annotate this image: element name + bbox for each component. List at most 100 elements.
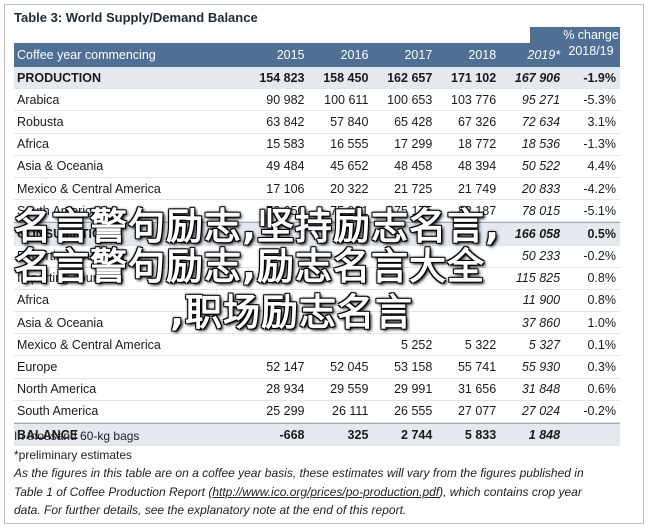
cell-pct-change: 0.5% [587, 226, 616, 241]
cell-value: 18 772 [457, 137, 497, 152]
cell-value: 154 823 [259, 70, 305, 85]
cell-pct-change: -1.3% [583, 137, 616, 152]
prelim-note: *preliminary estimates [14, 447, 133, 462]
cell-value: 45 652 [330, 159, 369, 174]
cell-value: 49 484 [266, 159, 305, 174]
cell-value: 31 656 [457, 382, 497, 397]
cell-value: 75 175 [394, 203, 433, 218]
cell-value: 20 833 [521, 181, 561, 196]
cell-value: 82 187 [457, 203, 497, 218]
header-year: 2015 [276, 48, 305, 62]
table-row: Mexico & Central America 17 106 20 322 21 7… [14, 178, 620, 201]
row-label: Asia & Oceania [17, 315, 104, 330]
cell-value: 115 825 [515, 271, 561, 286]
cell-value: 5 833 [464, 427, 497, 442]
row-label: PRODUCTION [17, 70, 102, 85]
cell-value: 37 860 [521, 315, 561, 330]
cell-value: 2 744 [401, 427, 433, 442]
row-label: Exporting countries [17, 249, 125, 264]
table-row: North America 28 934 29 559 29 991 31 656 31 … [14, 379, 620, 401]
table-notes: In thousand 60-kg bags *preliminary esti… [14, 427, 624, 520]
cell-pct-change: -5.3% [583, 92, 616, 107]
pct-change-header: % change 2018/19 [563, 28, 619, 58]
row-label: Mexico & Central America [17, 181, 161, 196]
header-year: 2017 [404, 48, 433, 62]
cell-value: 17 106 [266, 181, 305, 196]
table-title: Table 3: World Supply/Demand Balance [14, 10, 258, 25]
cell-value: 57 840 [330, 114, 369, 129]
cell-value: 17 299 [394, 137, 433, 152]
cell-value: 95 271 [521, 92, 561, 107]
cell-value: 5 252 [401, 337, 433, 352]
cell-value: 72 650 [266, 203, 305, 218]
cell-pct-change: 0.8% [587, 271, 616, 286]
row-label: Africa [17, 137, 49, 152]
cell-value: 5 322 [464, 337, 497, 352]
table-row: BALANCE -668 325 2 744 5 833 1 848 [14, 423, 620, 447]
header-label: Coffee year commencing [17, 48, 156, 62]
row-label: Mexico & Central America [17, 337, 161, 352]
pct-header-bg [530, 27, 620, 43]
table-row: PRODUCTION 154 823 158 450 162 657 171 102 16… [14, 67, 620, 90]
cell-value: 65 428 [394, 114, 433, 129]
row-label: Europe [17, 360, 58, 375]
header-year: 2019* [527, 48, 561, 62]
cell-value: 50 522 [521, 159, 561, 174]
footnote-line: Table 1 of Coffee Production Report (htt… [14, 484, 582, 499]
table-body: PRODUCTION 154 823 158 450 162 657 171 102 16… [14, 67, 620, 447]
table-row: Africa 11 900 0.8% [14, 290, 620, 313]
cell-value: 52 045 [330, 360, 369, 375]
cell-pct-change: -5.1% [583, 203, 616, 218]
table-row: Africa 15 583 16 555 17 299 18 772 18 536 -1.3… [14, 134, 620, 156]
cell-value: 27 077 [457, 404, 497, 419]
cell-value: 21 725 [394, 181, 433, 196]
cell-value: 48 394 [457, 159, 497, 174]
cell-value: 171 102 [451, 70, 497, 85]
table-row: Mexico & Central America 5 252 5 322 5 327 0… [14, 334, 620, 357]
cell-value: 75 921 [330, 203, 369, 218]
row-label: Robusta [17, 114, 64, 129]
cell-value: 29 559 [330, 382, 369, 397]
supply-demand-table: Coffee year commencing 2015 2016 2017 20… [14, 43, 620, 447]
table-row: Asia & Oceania 37 860 1.0% [14, 312, 620, 335]
cell-value: 18 536 [521, 137, 561, 152]
row-label: North America [17, 382, 97, 397]
row-label: CONSUMPTION [17, 226, 111, 241]
cell-pct-change: -1.9% [583, 70, 616, 85]
cell-value: 1 848 [528, 427, 561, 442]
cell-pct-change: -0.2% [583, 404, 616, 419]
cell-value: 325 [347, 427, 369, 442]
header-year: 2018 [468, 48, 497, 62]
table-row: South America 25 299 26 111 26 555 27 077 27 … [14, 401, 620, 423]
cell-pct-change: 1.0% [587, 315, 616, 330]
report-link[interactable]: http://www.ico.org/prices/po-production.… [212, 484, 440, 499]
row-label: Africa [17, 293, 49, 308]
cell-pct-change: 0.6% [587, 382, 616, 397]
row-label: Arabica [17, 92, 60, 107]
cell-value: 90 982 [266, 92, 305, 107]
cell-value: -668 [279, 427, 305, 442]
cell-value: 20 322 [330, 181, 369, 196]
cell-value: 52 147 [266, 360, 305, 375]
cell-value: 55 741 [457, 360, 497, 375]
cell-pct-change: 0.8% [587, 293, 616, 308]
cell-value: 50 233 [521, 249, 561, 264]
cell-value: 67 326 [457, 114, 497, 129]
cell-value: 21 749 [457, 181, 497, 196]
cell-value: 26 111 [332, 404, 369, 419]
cell-value: 100 611 [324, 92, 369, 107]
cell-pct-change: -4.2% [583, 181, 616, 196]
cell-value: 31 848 [521, 382, 561, 397]
table-row: Asia & Oceania 49 484 45 652 48 458 48 394 50… [14, 156, 620, 178]
cell-pct-change: 0.3% [587, 360, 616, 375]
table-row: Europe 52 147 52 045 53 158 55 741 55 930 0.3% [14, 356, 620, 379]
cell-value: 166 058 [514, 226, 561, 241]
row-label: South America [17, 404, 99, 419]
footnote-line: data. For further details, see the expla… [14, 503, 407, 517]
footnote-line: As the figures in this table are on a co… [14, 466, 584, 480]
cell-value: 72 634 [521, 114, 561, 129]
table-row: Exporting countries 50 233 -0.2% [14, 246, 620, 268]
table-row: Robusta 63 842 57 840 65 428 67 326 72 634 3.1… [14, 111, 620, 134]
cell-value: 5 327 [528, 337, 561, 352]
cell-value: 103 776 [451, 92, 497, 107]
